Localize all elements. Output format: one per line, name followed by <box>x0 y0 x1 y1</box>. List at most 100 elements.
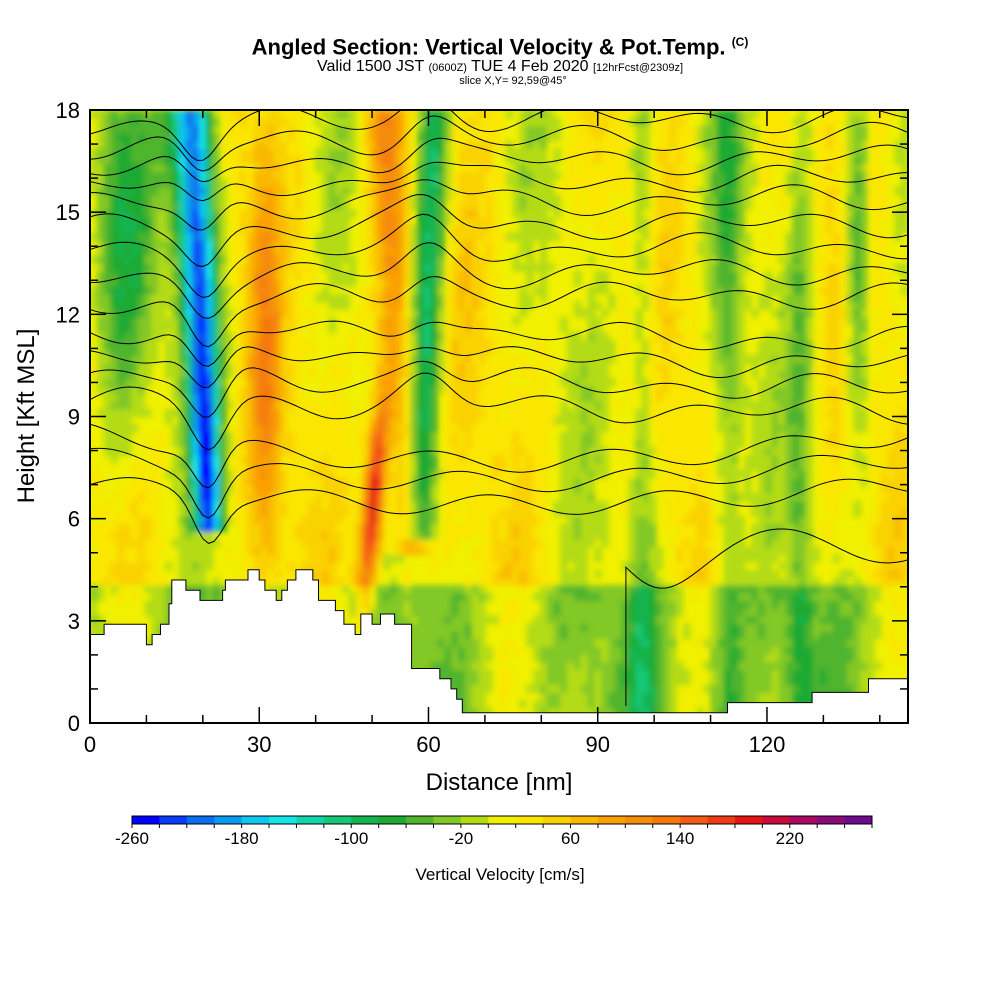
velocity-cell <box>267 309 275 318</box>
velocity-cell <box>539 194 548 203</box>
velocity-cell <box>594 171 602 180</box>
velocity-cell <box>349 140 357 149</box>
velocity-cell <box>178 485 186 494</box>
velocity-cell <box>328 362 336 372</box>
velocity-cell <box>369 462 377 471</box>
velocity-cell <box>505 393 514 402</box>
velocity-cell <box>485 646 493 655</box>
velocity-cell <box>383 408 391 418</box>
velocity-cell <box>587 631 595 640</box>
velocity-cell <box>533 554 541 563</box>
velocity-cell <box>253 117 261 126</box>
velocity-cell <box>574 500 582 510</box>
velocity-cell <box>267 378 275 387</box>
velocity-cell <box>185 324 193 333</box>
velocity-cell <box>240 125 248 134</box>
velocity-cell <box>478 661 486 670</box>
velocity-cell <box>328 554 336 563</box>
velocity-cell <box>294 171 302 180</box>
velocity-cell <box>321 592 330 601</box>
velocity-cell <box>103 523 111 533</box>
velocity-cell <box>471 309 480 318</box>
velocity-cell <box>212 156 221 165</box>
velocity-cell <box>621 447 630 456</box>
velocity-cell <box>485 301 493 310</box>
velocity-cell <box>601 638 609 647</box>
velocity-cell <box>96 408 105 418</box>
velocity-cell <box>103 431 111 441</box>
velocity-cell <box>458 347 466 356</box>
velocity-cell <box>587 477 595 487</box>
velocity-cell <box>192 462 200 471</box>
velocity-cell <box>594 700 602 709</box>
velocity-cell <box>185 255 193 264</box>
velocity-cell <box>396 217 405 226</box>
velocity-cell <box>621 470 630 479</box>
velocity-cell <box>165 324 173 333</box>
velocity-cell <box>212 179 221 188</box>
velocity-cell <box>233 179 241 188</box>
velocity-cell <box>430 508 439 517</box>
velocity-cell <box>233 431 241 441</box>
velocity-cell <box>424 133 432 142</box>
velocity-cell <box>137 332 146 341</box>
velocity-cell <box>437 293 445 303</box>
velocity-cell <box>287 110 296 119</box>
velocity-cell <box>594 339 602 349</box>
velocity-cell <box>369 470 377 479</box>
velocity-cell <box>389 224 398 234</box>
velocity-cell <box>117 562 125 571</box>
velocity-cell <box>117 508 125 517</box>
velocity-cell <box>253 477 261 487</box>
velocity-cell <box>458 523 466 533</box>
velocity-cell <box>151 163 159 172</box>
velocity-cell <box>205 125 214 134</box>
velocity-cell <box>178 401 186 410</box>
velocity-cell <box>192 424 200 433</box>
velocity-cell <box>492 424 500 433</box>
velocity-cell <box>546 232 555 241</box>
velocity-cell <box>526 201 534 211</box>
velocity-cell <box>151 608 159 617</box>
velocity-cell <box>287 454 296 464</box>
velocity-cell <box>417 309 425 318</box>
velocity-cell <box>430 562 439 571</box>
velocity-cell <box>287 224 296 234</box>
velocity-cell <box>533 493 541 502</box>
velocity-cell <box>90 623 98 632</box>
velocity-cell <box>594 140 602 149</box>
velocity-cell <box>574 646 582 655</box>
velocity-cell <box>553 692 561 701</box>
velocity-cell <box>219 110 227 119</box>
velocity-cell <box>240 301 248 310</box>
velocity-cell <box>158 309 166 318</box>
velocity-cell <box>396 592 405 601</box>
velocity-cell <box>130 424 139 433</box>
velocity-cell <box>396 133 405 142</box>
velocity-cell <box>376 401 384 410</box>
velocity-cell <box>260 339 268 349</box>
velocity-cell <box>253 431 261 441</box>
velocity-cell <box>553 171 561 180</box>
velocity-cell <box>144 600 152 609</box>
velocity-cell <box>267 493 275 502</box>
velocity-cell <box>601 585 609 594</box>
velocity-cell <box>587 700 595 709</box>
velocity-cell <box>199 301 207 310</box>
velocity-cell <box>383 224 391 234</box>
velocity-cell <box>458 247 466 257</box>
velocity-cell <box>539 500 548 510</box>
velocity-cell <box>567 362 575 372</box>
velocity-cell <box>546 194 555 203</box>
velocity-cell <box>485 669 493 678</box>
velocity-cell <box>389 324 398 333</box>
velocity-cell <box>499 339 507 349</box>
velocity-cell <box>342 240 350 249</box>
velocity-cell <box>587 493 595 502</box>
velocity-cell <box>240 347 248 356</box>
velocity-cell <box>519 539 527 548</box>
velocity-cell <box>294 362 302 372</box>
velocity-cell <box>458 692 466 701</box>
velocity-cell <box>410 332 418 341</box>
velocity-cell <box>451 416 459 425</box>
